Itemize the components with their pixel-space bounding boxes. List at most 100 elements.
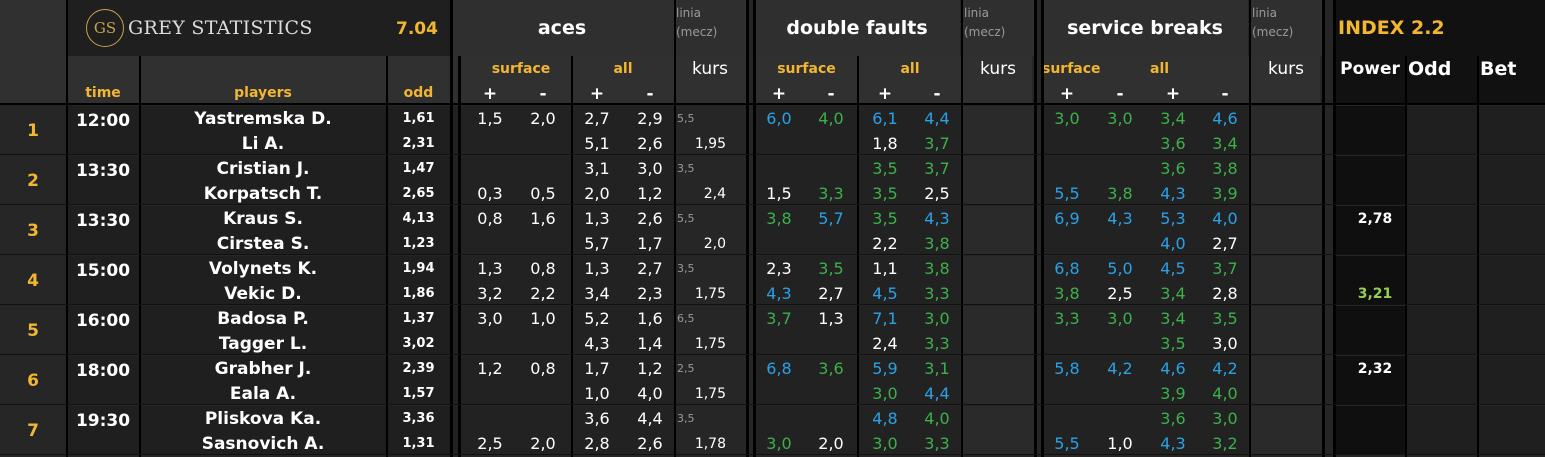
sb-sm	[1100, 331, 1140, 356]
mecz-text: (mecz)	[1252, 25, 1294, 39]
sb-sp: 3,8	[1054, 284, 1080, 303]
index-power-value: 3,21	[1357, 285, 1393, 302]
plus-sign: +	[877, 84, 893, 104]
aces-sp	[470, 231, 510, 256]
linia-data-bg	[1250, 356, 1322, 405]
df-ap: 3,5	[872, 159, 898, 178]
df-sp: 6,0	[766, 109, 792, 128]
linia-data-bg	[962, 256, 1034, 305]
df-ap: 3,0	[872, 434, 898, 453]
sb-sp	[1047, 406, 1087, 431]
linia-data-bg	[674, 306, 746, 355]
aces-am: 1,2	[637, 359, 663, 378]
match-index-cell	[0, 256, 66, 305]
df-ap: 3,5	[872, 209, 898, 228]
sb-am: 3,8	[1212, 159, 1238, 178]
aces-sp: 3,0	[477, 309, 503, 328]
linia-data-bg	[674, 106, 746, 155]
aces-ap: 1,3	[584, 209, 610, 228]
odds-cell	[387, 256, 450, 305]
sb-am: 3,0	[1212, 409, 1238, 428]
column-divider	[1041, 0, 1044, 457]
aces-kurs: 1,95	[694, 135, 726, 152]
section-header-df	[754, 0, 960, 56]
aces-kurs: 1,78	[694, 435, 726, 452]
index-header	[1335, 0, 1545, 104]
plus-sign: +	[589, 84, 605, 104]
row-divider	[0, 154, 1545, 155]
df-ap: 1,1	[872, 259, 898, 278]
aces-am: 2,6	[637, 134, 663, 153]
index-odd-cell	[1406, 306, 1477, 355]
df-am: 3,1	[924, 359, 950, 378]
section-data-bg	[450, 306, 674, 355]
linia-data-bg	[674, 356, 746, 405]
aces-ap: 3,6	[584, 409, 610, 428]
sb-sm	[1100, 131, 1140, 156]
player-name: Yastremska D.	[194, 108, 332, 129]
row-divider	[0, 454, 1545, 455]
aces-ap: 3,1	[584, 159, 610, 178]
column-divider	[1034, 0, 1037, 457]
subheader-sb	[1042, 56, 1320, 104]
sb-ap: 4,5	[1160, 259, 1186, 278]
match-index: 5	[27, 320, 39, 341]
brand-name: GREY STATISTICS	[128, 17, 313, 39]
df-sm: 5,7	[818, 209, 844, 228]
df-sm	[811, 156, 851, 181]
match-index-cell	[0, 406, 66, 455]
player-odd: 2,39	[402, 361, 435, 376]
section-data-bg	[450, 206, 674, 255]
df-sm: 3,3	[818, 184, 844, 203]
sb-sp	[1047, 131, 1087, 156]
aces-sp: 0,3	[477, 184, 503, 203]
aces-am: 1,6	[637, 309, 663, 328]
aces-ap: 2,7	[584, 109, 610, 128]
sb-sp: 3,0	[1054, 109, 1080, 128]
aces-sp	[470, 131, 510, 156]
df-ap: 2,4	[872, 334, 898, 353]
aces-sm	[523, 131, 563, 156]
column-divider	[66, 0, 68, 457]
aces-sm	[523, 156, 563, 181]
aces-ap: 5,7	[584, 234, 610, 253]
df-sp: 4,3	[766, 284, 792, 303]
df-ap: 6,1	[872, 109, 898, 128]
match-time: 18:00	[75, 360, 131, 381]
df-sm: 3,6	[818, 359, 844, 378]
index-power-cell	[1335, 206, 1405, 255]
player-name: Cirstea S.	[216, 233, 310, 254]
players-cell	[140, 106, 386, 155]
aces-sp: 1,3	[477, 259, 503, 278]
match-index: 7	[27, 420, 39, 441]
aces-am: 3,0	[637, 159, 663, 178]
sb-sm: 2,5	[1107, 284, 1133, 303]
aces-am: 1,7	[637, 234, 663, 253]
players-cell	[140, 156, 386, 205]
index-odd-cell	[1406, 406, 1477, 455]
aces-sm: 2,0	[530, 109, 556, 128]
linia-data-bg	[962, 156, 1034, 205]
row-divider	[0, 204, 1545, 205]
section-data-bg	[1042, 206, 1248, 255]
sb-sp: 5,8	[1054, 359, 1080, 378]
aces-sm: 1,6	[530, 209, 556, 228]
players-cell	[140, 306, 386, 355]
section-data-bg	[450, 256, 674, 305]
sb-ap: 5,3	[1160, 209, 1186, 228]
aces-am: 1,4	[637, 334, 663, 353]
aces-sm	[523, 406, 563, 431]
df-ap: 4,8	[872, 409, 898, 428]
section-data-bg	[1042, 306, 1248, 355]
index-power-cell	[1335, 156, 1405, 205]
df-am: 3,0	[924, 309, 950, 328]
header-divider	[0, 103, 1545, 105]
version-label: 7.04	[396, 19, 438, 39]
aces-ap: 2,8	[584, 434, 610, 453]
match-index-cell	[0, 206, 66, 255]
subheader-aces	[450, 56, 746, 104]
player-name: Grabher J.	[214, 358, 312, 379]
linia-data-bg	[1250, 306, 1322, 355]
linia-text: linia	[964, 6, 989, 20]
